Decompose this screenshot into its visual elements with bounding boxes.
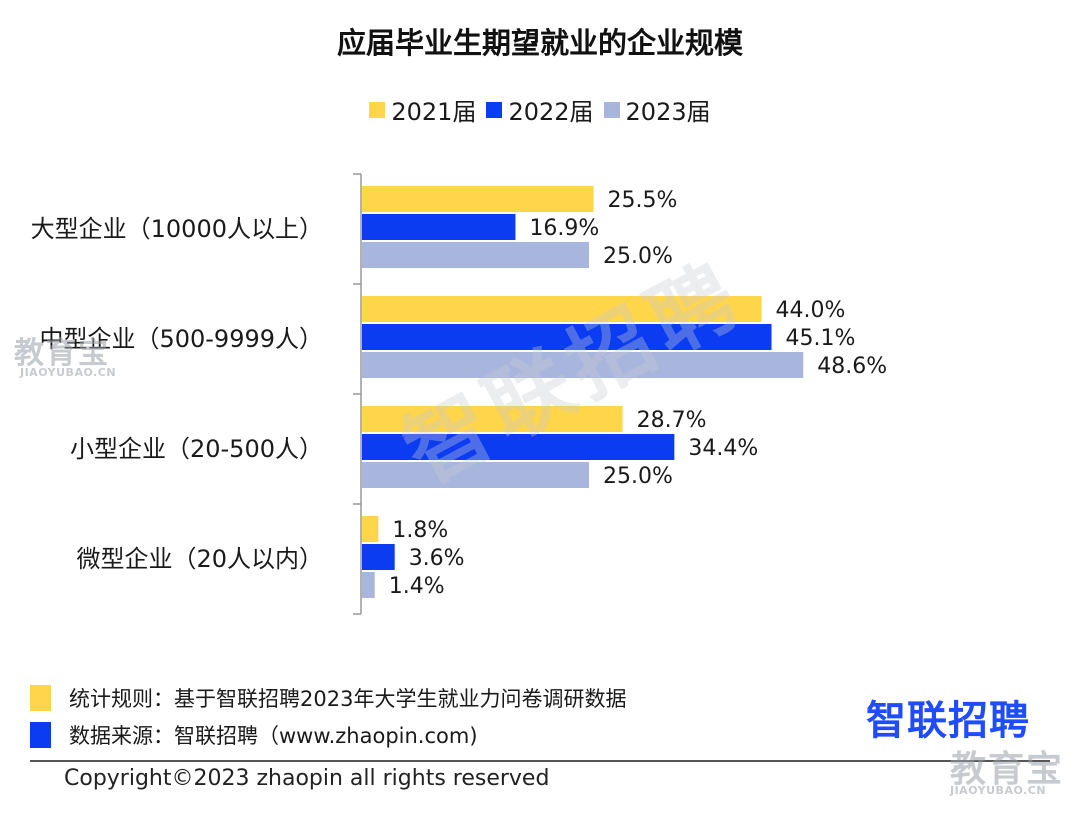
note-rule: 统计规则：基于智联招聘2023年大学生就业力问卷调研数据 <box>30 683 626 713</box>
bar <box>362 516 379 542</box>
bar <box>362 572 375 598</box>
copyright: Copyright©2023 zhaopin all rights reserv… <box>64 766 550 791</box>
bar <box>362 406 623 432</box>
bar <box>362 352 804 378</box>
watermark-site-right: 教育宝 <box>950 749 1065 790</box>
data-label: 16.9% <box>529 216 599 241</box>
legend-swatch-2 <box>603 101 620 118</box>
watermark-domain-right: JIAOYUBAO.CN <box>950 784 1047 797</box>
note-source-swatch <box>30 722 51 748</box>
legend-swatch-1 <box>486 101 503 118</box>
footer-divider <box>30 760 1050 762</box>
data-label: 25.0% <box>603 244 673 269</box>
legend-swatch-0 <box>369 101 386 118</box>
category-label: 小型企业（20-500人） <box>70 435 323 463</box>
data-label: 1.4% <box>389 574 445 599</box>
category-label: 微型企业（20人以内） <box>76 545 323 573</box>
legend-label-0: 2021届 <box>391 98 477 126</box>
note-rule-swatch <box>30 685 51 711</box>
legend: 2021届 2022届 2023届 <box>0 92 1080 127</box>
legend-item-1: 2022届 <box>486 92 594 127</box>
category-label: 中型企业（500-9999人） <box>39 325 323 353</box>
bar <box>362 186 594 212</box>
bar <box>362 434 675 460</box>
category-label: 大型企业（10000人以上） <box>31 215 323 243</box>
data-label: 45.1% <box>786 326 856 351</box>
data-label: 28.7% <box>637 408 707 433</box>
note-source: 数据来源：智联招聘（www.zhaopin.com) <box>30 720 478 750</box>
legend-label-2: 2023届 <box>625 98 711 126</box>
data-label: 1.8% <box>392 518 448 543</box>
bar <box>362 214 516 240</box>
legend-label-1: 2022届 <box>508 98 594 126</box>
data-label: 44.0% <box>776 298 846 323</box>
data-label: 25.0% <box>603 464 673 489</box>
watermark-domain-left: JIAOYUBAO.CN <box>20 366 117 379</box>
data-label: 25.5% <box>608 188 678 213</box>
bar <box>362 462 589 488</box>
data-label: 48.6% <box>817 354 887 379</box>
bar <box>362 242 589 268</box>
legend-item-0: 2021届 <box>369 92 476 127</box>
note-source-text: 数据来源：智联招聘（www.zhaopin.com) <box>69 724 478 748</box>
bar <box>362 324 772 350</box>
chart-title: 应届毕业生期望就业的企业规模 <box>336 26 743 60</box>
bar <box>362 544 395 570</box>
data-label: 3.6% <box>409 546 465 571</box>
watermark-site-left: 教育宝 <box>14 336 110 371</box>
note-rule-text: 统计规则：基于智联招聘2023年大学生就业力问卷调研数据 <box>69 687 627 711</box>
data-label: 34.4% <box>688 436 758 461</box>
legend-item-2: 2023届 <box>603 92 711 127</box>
bar <box>362 296 762 322</box>
brand-logo: 智联招聘 <box>866 698 1030 744</box>
